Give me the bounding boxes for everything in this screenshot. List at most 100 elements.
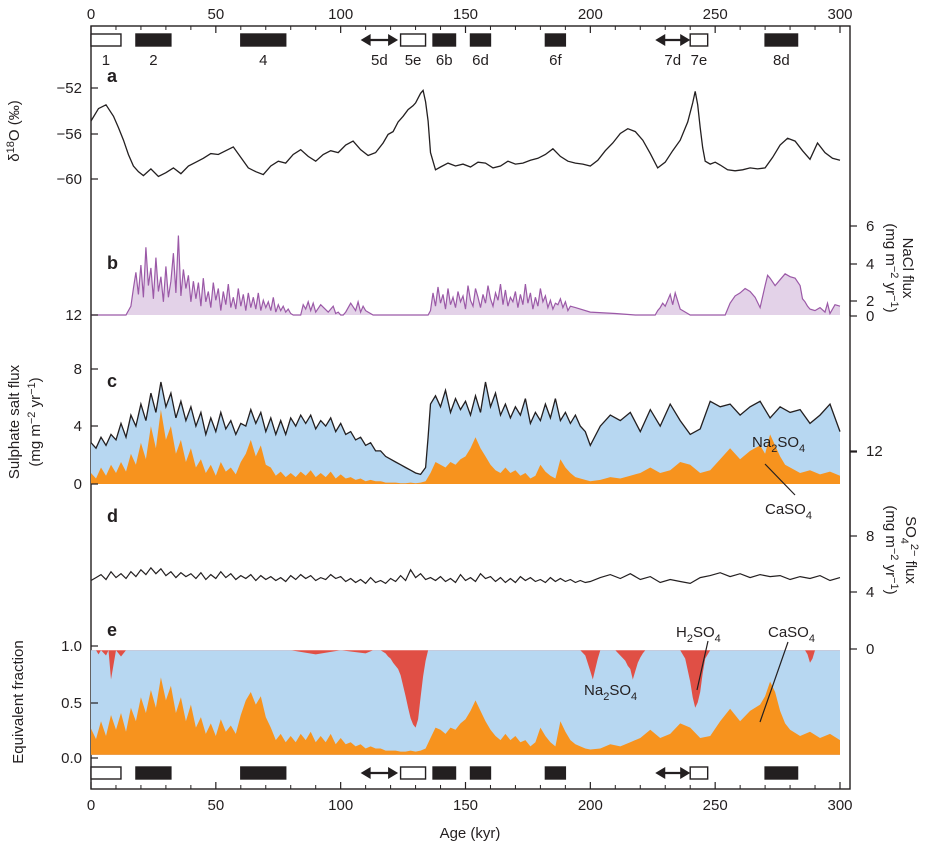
stage-label-5e: 5e [405, 52, 422, 69]
chart-frame [90, 25, 851, 790]
caso4-area-e [91, 677, 840, 755]
h2so4-label-e: H2SO4 [676, 624, 721, 645]
so4-flux-line [90, 566, 841, 585]
stage-box-6d [469, 766, 492, 780]
y-tick-label-b: 4 [866, 256, 874, 273]
stage-box-2 [135, 33, 172, 47]
panel-label-e: e [107, 620, 117, 640]
x-tick-label-bottom: 0 [87, 797, 95, 814]
panel-e: 0.0 0.5 1.0 e Equivalent fraction H2SO4 CaSO4 N… [10, 620, 840, 767]
caso4-area-c [91, 409, 840, 484]
stage-label-1: 1 [102, 52, 110, 69]
x-tick-label-top: 200 [578, 6, 603, 23]
stage-box-1 [90, 766, 122, 780]
y-tick-label-e: 0.5 [61, 695, 82, 712]
stage-arrowhead-left [360, 34, 371, 46]
stage-bar-bottom [90, 766, 799, 780]
x-tick-label-bottom: 150 [453, 797, 478, 814]
caso4-label-c: CaSO4 [765, 501, 812, 522]
na2so4-label-e: Na2SO4 [584, 682, 637, 703]
caso4-label-e: CaSO4 [768, 624, 815, 645]
stage-arrowhead-left [360, 767, 371, 779]
axes [90, 26, 841, 789]
x-axis-label: Age (kyr) [440, 825, 501, 842]
stage-arrowhead-left [655, 34, 666, 46]
y-axis-label-c-line1: Sulphate salt flux [6, 364, 23, 479]
d18o-line [90, 88, 841, 178]
na2so4-area-c [91, 382, 840, 484]
y-axis-label-c-line2: (mg m−2 yr−1) [26, 377, 44, 466]
nacl-flux-line [91, 235, 841, 316]
stage-label-4: 4 [259, 52, 267, 69]
y-tick-label-d: 4 [866, 584, 874, 601]
y-tick-label-c: 8 [74, 361, 82, 378]
y-tick-label-a: −60 [57, 171, 82, 188]
panel-label-c: c [107, 371, 117, 391]
y-axis-label-d-line2: (mg m−2 yr−1) [882, 505, 900, 594]
nacl-flux-area [91, 235, 840, 315]
x-tick-label-top: 300 [827, 6, 852, 23]
panel-b: 02 4 6 12 b NaCl flux(mg m−2 yr−1) [65, 200, 916, 325]
y-tick-label-a: −52 [57, 80, 82, 97]
x-tick-label-bottom: 300 [827, 797, 852, 814]
y-tick-label-b: 2 [866, 293, 874, 310]
y-axis-label-a: δ18O (‰) [5, 100, 23, 161]
caso4-leader-c [764, 463, 796, 496]
labels: 0 0 50 50 100 100 150 150 200 200 250 250 300 300 Age … [87, 6, 853, 842]
stage-box-6b [432, 33, 457, 47]
panel-label-b: b [107, 253, 118, 273]
stage-arrowhead-right [388, 767, 399, 779]
stage-box-4 [240, 766, 287, 780]
x-tick-label-top: 100 [328, 6, 353, 23]
stage-box-8d [764, 33, 799, 47]
caso4-leader-e [759, 641, 789, 723]
stage-box-6b [432, 766, 457, 780]
stage-label-7e: 7e [691, 52, 708, 69]
plot-border [90, 25, 851, 790]
y-tick-label-c: 4 [74, 418, 82, 435]
y-tick-label-e: 1.0 [61, 638, 82, 655]
stage-box-2 [135, 766, 172, 780]
stage-box-4 [240, 33, 287, 47]
stage-box-7e [689, 33, 709, 47]
y-tick-label-d: 8 [866, 528, 874, 545]
na2so4-label-c: Na2SO4 [752, 434, 805, 455]
stage-box-6d [469, 33, 492, 47]
panel-c: 0 4 8 12 c Sulphate salt flux (mg m−2 yr−1) Na2… [6, 361, 883, 522]
y-tick-label-b: 6 [866, 218, 874, 235]
y-tick-label-b: 0 [866, 308, 874, 325]
panel-d: 0 4 8 d SO42− flux(mg m−2 yr−1) [90, 440, 920, 658]
stage-box-1 [90, 33, 122, 47]
stage-arrowhead-right [680, 767, 691, 779]
y-tick-label-c: 0 [74, 476, 82, 493]
panel-label-a: a [107, 66, 118, 86]
y-tick-label-d: 0 [866, 641, 874, 658]
stage-label-7d: 7d [664, 52, 681, 69]
stage-box-8d [764, 766, 799, 780]
x-tick-label-bottom: 250 [703, 797, 728, 814]
stage-box-6f [544, 766, 567, 780]
y-tick-label-e: 0.0 [61, 750, 82, 767]
na2so4-area-e [91, 650, 840, 755]
y-tick-label-b-left: 12 [65, 307, 82, 324]
stage-box-7e [689, 766, 709, 780]
x-tick-label-top: 250 [703, 6, 728, 23]
y-axis-label-b-line2: (mg m−2 yr−1) [882, 223, 900, 312]
stage-label-8d: 8d [773, 52, 790, 69]
y-axis-label-d-line1: SO42− flux [898, 516, 920, 584]
x-tick-label-top: 150 [453, 6, 478, 23]
x-tick-label-bottom: 50 [207, 797, 224, 814]
stage-arrowhead-right [388, 34, 399, 46]
stage-label-2: 2 [149, 52, 157, 69]
panel-label-d: d [107, 506, 118, 526]
y-axis-label-b-line1: NaCl flux [899, 238, 916, 299]
y-tick-label-a: −56 [57, 126, 82, 143]
panel-a: −52 −56 −60 a δ18O (‰) [5, 66, 841, 188]
x-tick-label-top: 0 [87, 6, 95, 23]
y-axis-label-e: Equivalent fraction [10, 640, 27, 763]
stage-box-5e [399, 766, 427, 780]
stage-label-6d: 6d [472, 52, 489, 69]
stage-arrowhead-right [680, 34, 691, 46]
stage-arrowhead-left [655, 767, 666, 779]
